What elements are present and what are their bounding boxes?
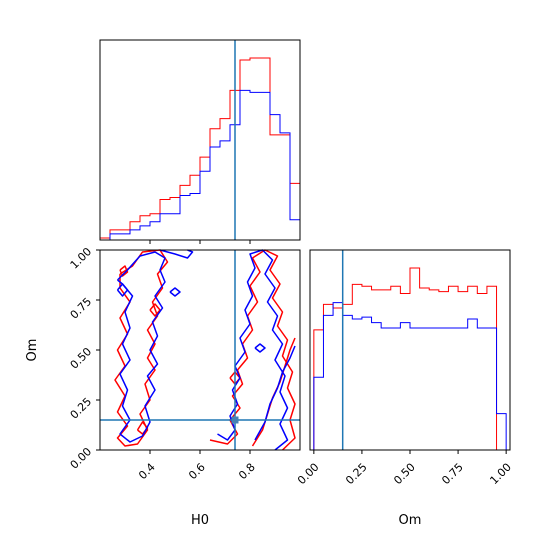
- y-tick-label: 0.75: [68, 295, 95, 322]
- om-histogram-panel: 0.00 0.25 0.50 0.75 1.00 Om: [295, 249, 514, 528]
- contour-line-1-4: [169, 287, 181, 297]
- om-histogram-series-1: [313, 302, 507, 450]
- om-x-tick-label: 0.25: [343, 461, 370, 488]
- contour-ticks: 0.4 0.6 0.8 0.00 0.25 0.50 0.75 1.00: [68, 245, 258, 482]
- contour-line-1-1: [159, 249, 194, 259]
- y-axis-label-om: Om: [25, 339, 40, 362]
- contour-line-1-2: [217, 249, 289, 451]
- x-tick-label: 0.8: [236, 461, 258, 483]
- y-tick-label: 0.00: [68, 445, 95, 472]
- y-tick-label: 1.00: [68, 245, 95, 272]
- contour-line-1-0: [116, 251, 166, 443]
- contour-line-0-1: [209, 249, 296, 451]
- om-x-tick-label: 0.75: [439, 461, 466, 488]
- y-tick-label: 0.25: [68, 395, 95, 422]
- om-x-tick-label: 1.00: [487, 461, 514, 488]
- h0-om-contour-panel: 0.4 0.6 0.8 0.00 0.25 0.50 0.75 1.00 H0 Om: [25, 245, 301, 528]
- h0-histogram-series-1: [100, 89, 301, 241]
- contour-line-0-0: [114, 249, 169, 447]
- x-axis-label-h0: H0: [191, 513, 209, 528]
- y-tick-label: 0.50: [68, 345, 95, 372]
- contour-line-0-4: [119, 265, 129, 277]
- contour-lines: [114, 249, 296, 451]
- contour-line-1-6: [254, 343, 266, 353]
- h0-histogram-ticks: [149, 240, 251, 244]
- x-tick-label: 0.4: [136, 461, 158, 483]
- truth-marker: [231, 416, 239, 424]
- x-tick-label: 0.6: [186, 461, 208, 483]
- h0-histogram-bars: [99, 57, 301, 241]
- h0-histogram-panel: [99, 39, 301, 244]
- om-x-tick-label: 0.00: [295, 461, 322, 488]
- h0-histogram-series-0: [99, 57, 301, 240]
- x-axis-label-om: Om: [399, 513, 422, 528]
- contour-line-1-5: [116, 283, 129, 297]
- contour-line-1-3: [254, 345, 296, 441]
- om-x-tick-label: 0.50: [391, 461, 418, 488]
- om-histogram-ticks: 0.00 0.25 0.50 0.75 1.00: [295, 450, 514, 487]
- contour-line-0-5: [149, 303, 161, 317]
